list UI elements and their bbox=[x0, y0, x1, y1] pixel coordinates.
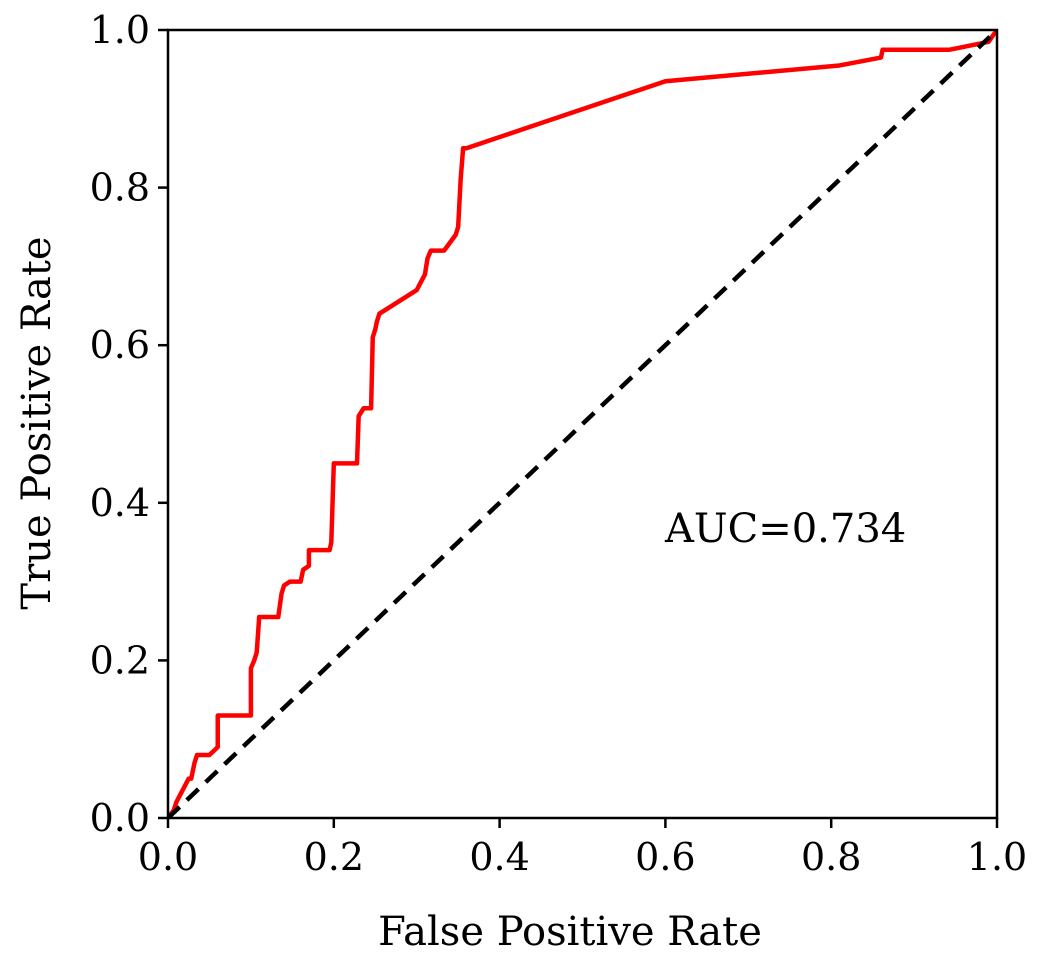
x-tick-label: 1.0 bbox=[967, 835, 1027, 879]
y-tick-label: 0.2 bbox=[90, 638, 150, 682]
y-tick-label: 0.4 bbox=[90, 481, 150, 525]
x-tick-label: 0.8 bbox=[801, 835, 861, 879]
x-tick-label: 0.6 bbox=[635, 835, 695, 879]
roc-curve-line bbox=[168, 30, 997, 818]
plot-frame bbox=[166, 28, 999, 820]
y-tick-label: 0.8 bbox=[90, 166, 150, 210]
auc-annotation: AUC=0.734 bbox=[664, 506, 906, 552]
y-tick-label: 1.0 bbox=[90, 8, 150, 52]
y-tick-label: 0.6 bbox=[90, 323, 150, 367]
plot-area bbox=[166, 28, 999, 820]
tick-labels: 0.0 0.2 0.4 0.6 0.8 1.0 0.0 0.2 0.4 0.6 0.8 1.0 bbox=[90, 8, 1028, 879]
y-axis-label: True Positive Rate bbox=[14, 236, 60, 609]
x-axis-label: False Positive Rate bbox=[378, 909, 762, 955]
x-tick-label: 0.2 bbox=[304, 835, 364, 879]
axis-ticks bbox=[158, 28, 999, 828]
series-group bbox=[168, 30, 997, 818]
chance-diagonal-line bbox=[168, 30, 997, 818]
y-tick-label: 0.0 bbox=[90, 796, 150, 840]
x-tick-label: 0.0 bbox=[138, 835, 198, 879]
x-tick-label: 0.4 bbox=[469, 835, 529, 879]
